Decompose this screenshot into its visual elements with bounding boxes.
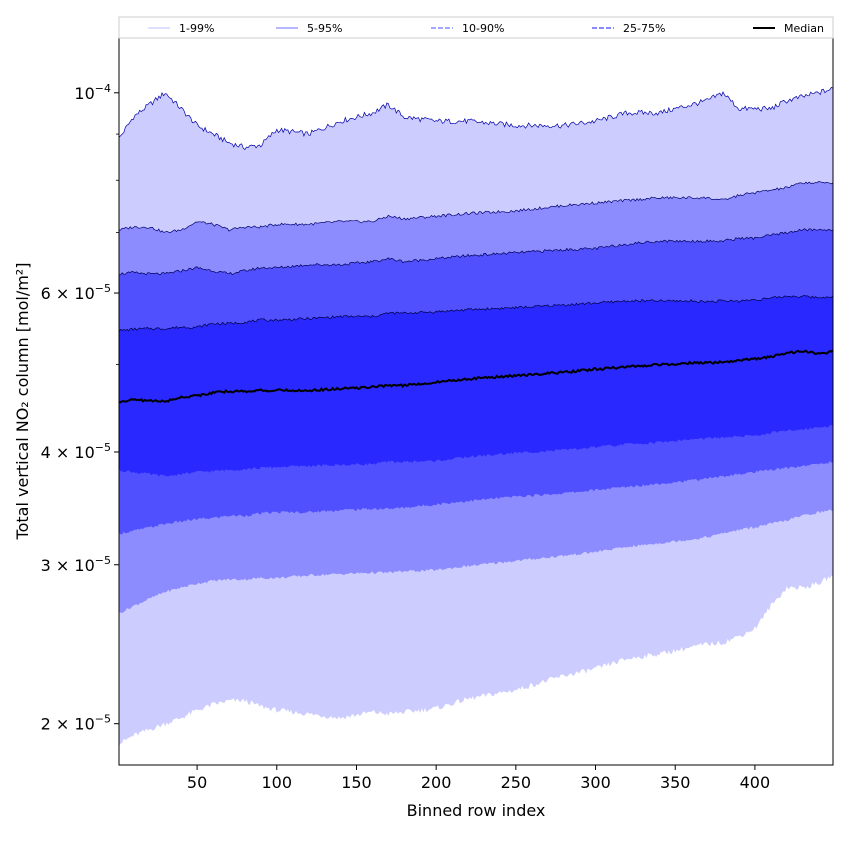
x-axis: 50 100 150 200 250 300 350 400 bbox=[187, 765, 770, 792]
x-tick-label: 250 bbox=[501, 773, 532, 792]
band-25-75% bbox=[119, 295, 833, 477]
x-tick-label: 50 bbox=[187, 773, 207, 792]
band-upper-line-5-95% bbox=[119, 181, 833, 234]
band-upper-line-1-99% bbox=[119, 86, 833, 151]
legend: 1-99% 5-95% 10-90% 25-75% Median bbox=[118, 16, 834, 39]
x-tick-label: 400 bbox=[740, 773, 771, 792]
plot-area bbox=[119, 86, 833, 747]
x-tick-label: 100 bbox=[262, 773, 293, 792]
y-tick-label: 4 × 10−5 bbox=[41, 441, 111, 462]
y-axis-label: Total vertical NO₂ column [mol/m²] bbox=[13, 263, 32, 541]
band-upper-line-10-90% bbox=[119, 228, 833, 276]
median-line bbox=[119, 349, 833, 404]
x-tick-label: 350 bbox=[660, 773, 691, 792]
y-tick-label: 2 × 10−5 bbox=[41, 713, 111, 734]
band-upper-line-25-75% bbox=[119, 294, 833, 332]
x-tick-label: 200 bbox=[421, 773, 452, 792]
x-tick-label: 150 bbox=[341, 773, 372, 792]
y-axis: 2 × 10−5 3 × 10−5 4 × 10−5 6 × 10−5 10−4 bbox=[41, 82, 119, 734]
y-tick-label: 3 × 10−5 bbox=[41, 554, 111, 575]
legend-label: 5-95% bbox=[307, 22, 342, 35]
x-tick-label: 300 bbox=[580, 773, 611, 792]
y-tick-label: 6 × 10−5 bbox=[41, 282, 111, 303]
legend-label: 25-75% bbox=[623, 22, 665, 35]
legend-frame bbox=[118, 16, 834, 39]
legend-label: 1-99% bbox=[179, 22, 214, 35]
legend-label: Median bbox=[784, 22, 824, 35]
legend-label: 10-90% bbox=[462, 22, 504, 35]
y-tick-label: 10−4 bbox=[74, 82, 111, 103]
x-axis-label: Binned row index bbox=[407, 801, 546, 820]
